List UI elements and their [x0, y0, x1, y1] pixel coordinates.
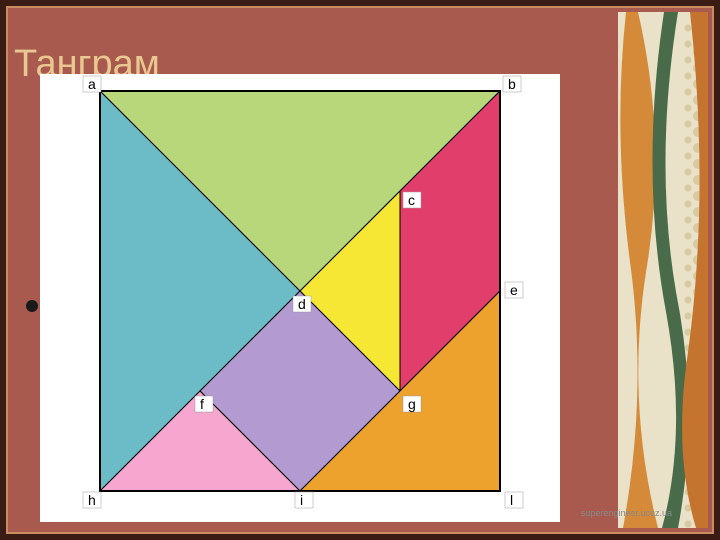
point-label-i: i [300, 492, 303, 508]
point-label-h: h [88, 492, 96, 508]
point-label-e: e [510, 282, 518, 298]
decorative-sidebar [618, 12, 708, 528]
point-label-d: d [298, 296, 306, 312]
slide: Танграм abcdefghil superengineer.ucoz.ua [0, 0, 720, 540]
tangram-svg: a b c d e f g h i l [40, 74, 560, 522]
point-label-c: c [408, 192, 415, 208]
point-label-a: a [88, 76, 96, 92]
point-label-l: l [510, 492, 513, 508]
sidebar-svg [618, 12, 708, 528]
watermark: superengineer.ucoz.ua [581, 508, 672, 518]
point-label-g: g [408, 396, 416, 412]
bullet-icon [26, 300, 38, 312]
tangram-figure: a b c d e f g h i l [40, 74, 560, 522]
point-label-b: b [508, 76, 516, 92]
point-label-f: f [200, 396, 204, 412]
